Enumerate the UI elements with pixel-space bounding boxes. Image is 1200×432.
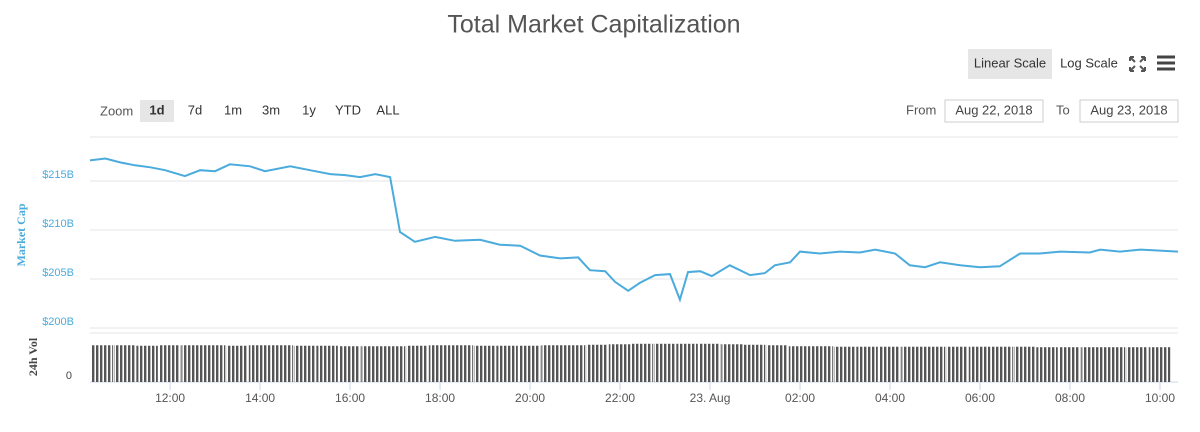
x-tick-label: 22:00 xyxy=(605,391,635,405)
volume-bar xyxy=(653,343,676,382)
zoom-button[interactable]: YTD xyxy=(335,102,361,117)
y-tick-label: $205B xyxy=(42,267,74,279)
log-scale-button[interactable]: Log Scale xyxy=(1060,55,1118,70)
menu-icon[interactable] xyxy=(1157,55,1175,71)
y-tick-label: $200B xyxy=(42,316,74,328)
from-label: From xyxy=(906,102,936,117)
x-tick-label: 18:00 xyxy=(425,391,455,405)
volume-bar xyxy=(946,346,968,382)
volume-bar xyxy=(833,346,856,382)
volume-bar xyxy=(518,345,541,382)
volume-bar xyxy=(248,345,271,382)
chart-title: Total Market Capitalization xyxy=(447,11,740,39)
volume-bar xyxy=(473,345,496,382)
volume-bar xyxy=(811,346,833,382)
volume-bar xyxy=(1126,347,1148,382)
volume-bar xyxy=(293,345,316,382)
volume-bar xyxy=(788,346,811,382)
volume-bar xyxy=(113,345,136,382)
x-tick-label: 04:00 xyxy=(875,391,905,405)
to-date: Aug 23, 2018 xyxy=(1090,102,1167,117)
x-tick-label: 20:00 xyxy=(515,391,545,405)
x-tick-label: 14:00 xyxy=(245,391,275,405)
volume-bar xyxy=(181,345,203,382)
zoom-button[interactable]: 1d xyxy=(149,102,164,117)
volume-bar xyxy=(541,345,563,382)
volume-bar xyxy=(1081,347,1103,382)
y-axis-title: Market Cap xyxy=(14,203,28,266)
x-tick-label: 12:00 xyxy=(155,391,185,405)
volume-bar xyxy=(451,345,473,382)
volume-bar xyxy=(766,345,788,382)
x-tick-label: 10:00 xyxy=(1145,391,1175,405)
volume-bar xyxy=(743,344,766,382)
volume-bar xyxy=(1148,347,1171,382)
x-tick-label: 08:00 xyxy=(1055,391,1085,405)
zoom-button[interactable]: ALL xyxy=(376,102,399,117)
volume-bar xyxy=(878,346,901,382)
fullscreen-icon[interactable] xyxy=(1129,56,1146,72)
volume-bar xyxy=(361,346,383,382)
zoom-button[interactable]: 3m xyxy=(262,102,280,117)
zoom-button[interactable]: 7d xyxy=(188,102,202,117)
volume-bar xyxy=(968,346,991,382)
x-tick-label: 02:00 xyxy=(785,391,815,405)
volume-bar xyxy=(226,345,248,382)
volume-bar xyxy=(271,345,293,382)
zoom-button[interactable]: 1y xyxy=(302,102,316,117)
volume-bar xyxy=(91,345,113,382)
volume-bar xyxy=(428,345,451,382)
volume-bar xyxy=(1103,347,1126,382)
volume-bar xyxy=(856,346,878,382)
volume-bar xyxy=(316,345,338,382)
volume-bar xyxy=(406,345,428,382)
volume-bar xyxy=(136,345,158,382)
price-line xyxy=(89,157,1179,303)
volume-bar xyxy=(631,343,653,382)
volume-bar xyxy=(158,345,181,382)
volume-bar xyxy=(338,346,361,382)
y-tick-label: 0 xyxy=(66,370,72,382)
linear-scale-bg xyxy=(968,49,1052,79)
volume-bar xyxy=(1013,346,1036,382)
to-label: To xyxy=(1056,102,1070,117)
from-date: Aug 22, 2018 xyxy=(955,102,1032,117)
y-tick-label: $215B xyxy=(42,169,74,181)
x-tick-label: 06:00 xyxy=(965,391,995,405)
volume-bar xyxy=(721,344,743,382)
zoom-label: Zoom xyxy=(100,103,133,118)
volume-bar xyxy=(901,346,923,382)
volume-axis-title: 24h Vol xyxy=(26,337,40,376)
to-input[interactable] xyxy=(1079,99,1179,123)
volume-bar xyxy=(991,346,1013,382)
volume-bar xyxy=(1036,347,1058,382)
volume-bar xyxy=(608,344,631,382)
volume-bar xyxy=(676,343,698,382)
volume-bar xyxy=(563,345,586,382)
zoom-selected-bg xyxy=(140,100,174,122)
volume-bar xyxy=(496,345,518,382)
volume-bar xyxy=(383,346,406,382)
linear-scale-button[interactable]: Linear Scale xyxy=(974,55,1046,70)
volume-bar xyxy=(923,346,946,382)
y-tick-label: $210B xyxy=(42,218,74,230)
volume-bar xyxy=(1058,347,1081,382)
zoom-button[interactable]: 1m xyxy=(224,102,242,117)
volume-bar xyxy=(203,345,226,382)
volume-bar xyxy=(586,344,608,382)
x-tick-label: 16:00 xyxy=(335,391,365,405)
x-tick-label: 23. Aug xyxy=(690,391,731,405)
from-input[interactable] xyxy=(944,99,1044,123)
volume-bar xyxy=(698,343,721,382)
